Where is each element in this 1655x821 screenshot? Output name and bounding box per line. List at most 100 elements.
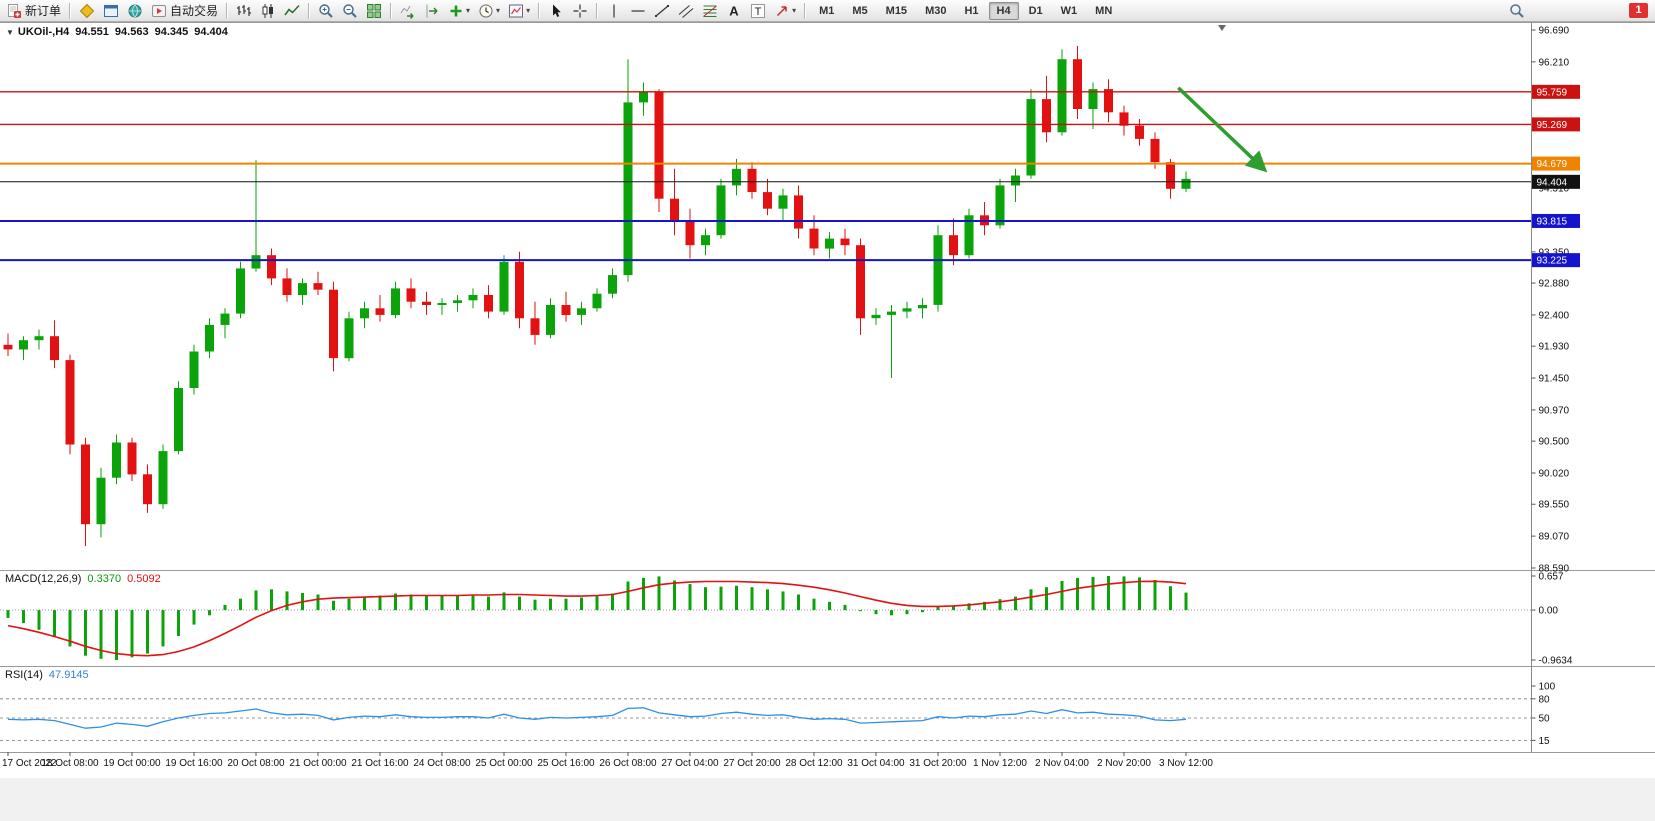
toolbar-separator <box>804 2 807 19</box>
svg-text:31 Oct 04:00: 31 Oct 04:00 <box>847 758 905 769</box>
zoom-in-button[interactable] <box>314 0 338 22</box>
line-chart-button[interactable] <box>280 0 304 22</box>
dropdown-caret-icon: ▾ <box>466 6 471 15</box>
new-order-icon <box>6 3 22 19</box>
autotrading-button-label: 自动交易 <box>170 4 219 18</box>
autoscroll-icon <box>400 3 416 19</box>
navigator-button[interactable] <box>123 0 147 22</box>
hlines-layer <box>0 91 1531 262</box>
timeframe-H4[interactable]: H4 <box>988 1 1019 20</box>
svg-text:-0.9634: -0.9634 <box>1539 656 1573 667</box>
svg-text:93.350: 93.350 <box>1539 247 1570 258</box>
timeframe-toolbar: M1 M5 M15 M30 H1 H4 D1 W1 MN <box>810 0 1121 21</box>
one-click-trading-toggle[interactable]: ▼ <box>6 27 14 37</box>
chart-window: 96.690 96.210 94.310 93.350 92.880 92.400 91.9… <box>0 22 1655 821</box>
rsi-line <box>7 707 1187 729</box>
bar-chart-button[interactable] <box>232 0 256 22</box>
tile-icon <box>366 3 382 19</box>
autotrading-icon <box>151 3 167 19</box>
timeframe-H1[interactable]: H1 <box>964 4 979 17</box>
cursor-tool-button[interactable] <box>544 0 568 22</box>
trend-arrow-annotation[interactable] <box>1177 86 1268 173</box>
search-button[interactable] <box>1505 0 1529 22</box>
timeframe-W1[interactable]: W1 <box>1060 4 1078 17</box>
notification-badge[interactable]: 1 <box>1629 3 1648 18</box>
svg-text:2 Nov 20:00: 2 Nov 20:00 <box>1097 758 1151 769</box>
horizontal-line-tool[interactable] <box>626 0 650 22</box>
bottom-filler <box>0 778 1655 821</box>
toolbar-separator <box>69 2 72 19</box>
shift-marker[interactable] <box>1218 25 1226 31</box>
auto-scroll-button[interactable] <box>396 0 420 22</box>
svg-text:89.070: 89.070 <box>1539 532 1570 543</box>
svg-text:91.450: 91.450 <box>1539 374 1570 385</box>
timeframe-M1[interactable]: M1 <box>819 4 835 17</box>
text-tool[interactable]: A <box>722 0 746 22</box>
dropdown-caret-icon: ▾ <box>496 6 501 15</box>
channel-icon <box>678 3 694 19</box>
toolbar-separator <box>390 2 393 19</box>
ohlc-low: 94.345 <box>154 26 189 38</box>
text-t-icon: T <box>750 3 766 19</box>
zoom-out-button[interactable] <box>338 0 362 22</box>
arrows-tool[interactable]: ▾ <box>770 0 800 22</box>
timeframe-M30[interactable]: M30 <box>925 4 947 17</box>
new-order-button-label: 新订单 <box>25 4 62 18</box>
tile-windows-button[interactable] <box>362 0 386 22</box>
chart-background[interactable] <box>0 22 1655 821</box>
label-tool[interactable]: T <box>746 0 770 22</box>
channel-tool[interactable] <box>674 0 698 22</box>
price-badge-93.815 <box>1532 213 1580 228</box>
svg-text:89.550: 89.550 <box>1539 500 1570 511</box>
svg-text:93.225: 93.225 <box>1537 256 1568 267</box>
price-axis[interactable]: 96.690 96.210 94.310 93.350 92.880 92.400 91.9… <box>1531 22 1581 752</box>
crosshair-icon <box>572 3 588 19</box>
clock-icon <box>478 3 494 19</box>
timeframe-MN[interactable]: MN <box>1095 4 1113 17</box>
timeframe-M5[interactable]: M5 <box>852 4 868 17</box>
timeframe-D1[interactable]: D1 <box>1028 4 1043 17</box>
svg-text:95.269: 95.269 <box>1537 120 1568 131</box>
add-indicator-icon <box>448 3 464 19</box>
svg-text:28 Oct 12:00: 28 Oct 12:00 <box>785 758 843 769</box>
macd-panel: 0.657 0.00 -0.9634 <box>0 572 1573 667</box>
candles-layer <box>3 45 1191 547</box>
hline-icon <box>630 3 646 19</box>
candlestick-chart-button[interactable] <box>256 0 280 22</box>
svg-text:50: 50 <box>1539 714 1551 725</box>
data-window-button[interactable] <box>99 0 123 22</box>
svg-text:25 Oct 00:00: 25 Oct 00:00 <box>475 758 533 769</box>
templates-button[interactable]: ▾ <box>504 0 534 22</box>
dropdown-caret-icon: ▾ <box>792 6 797 15</box>
dropdown-caret-icon: ▾ <box>526 6 531 15</box>
chart-profile-button[interactable] <box>75 0 99 22</box>
chart-header: ▼ UKOil-,H4 94.551 94.563 94.345 94.404 <box>6 26 228 38</box>
ohlc-close: 94.404 <box>194 26 228 38</box>
vertical-line-tool[interactable] <box>602 0 626 22</box>
toolbar-separator <box>308 2 311 19</box>
new-order-button[interactable]: 新订单 <box>2 0 65 22</box>
crosshair-tool-button[interactable] <box>568 0 592 22</box>
toolbar-separator <box>596 2 599 19</box>
svg-text:27 Oct 20:00: 27 Oct 20:00 <box>723 758 781 769</box>
indicators-list-button[interactable]: ▾ <box>444 0 474 22</box>
trendline-tool[interactable] <box>650 0 674 22</box>
blue-window-icon <box>103 3 119 19</box>
vline-icon <box>606 3 622 19</box>
price-badge-94.404 <box>1532 174 1580 189</box>
periods-button[interactable]: ▾ <box>474 0 504 22</box>
svg-text:95.759: 95.759 <box>1537 87 1568 98</box>
fibonacci-tool[interactable] <box>698 0 722 22</box>
chart-canvas[interactable]: 96.690 96.210 94.310 93.350 92.880 92.400 91.9… <box>0 22 1655 821</box>
macd-main-value: 0.3370 <box>87 573 122 585</box>
template-icon <box>508 3 524 19</box>
toolbar-separator <box>538 2 541 19</box>
autotrading-button[interactable]: 自动交易 <box>147 0 222 22</box>
timeframe-M15[interactable]: M15 <box>885 4 908 17</box>
chart-shift-button[interactable] <box>420 0 444 22</box>
rsi-header: RSI(14) 47.9145 <box>5 669 89 681</box>
svg-text:94.404: 94.404 <box>1537 177 1568 188</box>
svg-text:88.590: 88.590 <box>1539 564 1570 575</box>
svg-text:T: T <box>755 6 762 18</box>
